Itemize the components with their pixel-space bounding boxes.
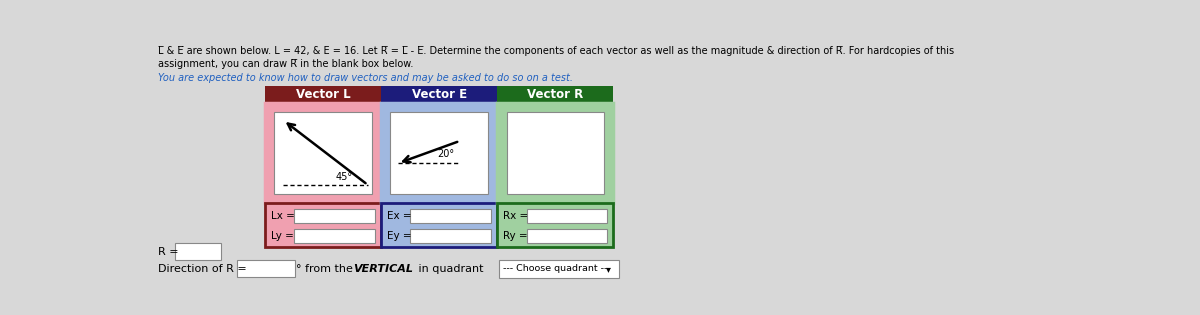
Text: assignment, you can draw R̅ in the blank box below.: assignment, you can draw R̅ in the blank… bbox=[157, 59, 413, 69]
Text: 45°: 45° bbox=[336, 172, 353, 182]
FancyBboxPatch shape bbox=[390, 112, 488, 194]
FancyBboxPatch shape bbox=[380, 86, 497, 103]
Text: Ly =: Ly = bbox=[271, 231, 294, 241]
FancyBboxPatch shape bbox=[497, 203, 613, 247]
Text: Lx =: Lx = bbox=[271, 211, 295, 221]
Text: Vector L: Vector L bbox=[295, 88, 350, 101]
FancyBboxPatch shape bbox=[499, 260, 619, 278]
FancyBboxPatch shape bbox=[497, 103, 613, 203]
FancyBboxPatch shape bbox=[527, 229, 607, 243]
FancyBboxPatch shape bbox=[527, 209, 607, 223]
FancyBboxPatch shape bbox=[265, 203, 380, 247]
Text: VERTICAL: VERTICAL bbox=[353, 264, 413, 274]
Text: Ex =: Ex = bbox=[388, 211, 412, 221]
Text: You are expected to know how to draw vectors and may be asked to do so on a test: You are expected to know how to draw vec… bbox=[157, 73, 572, 83]
Text: Ey =: Ey = bbox=[388, 231, 412, 241]
FancyBboxPatch shape bbox=[294, 209, 374, 223]
FancyBboxPatch shape bbox=[506, 112, 604, 194]
FancyBboxPatch shape bbox=[265, 86, 380, 103]
Text: ° from the: ° from the bbox=[296, 264, 356, 274]
Text: in quadrant: in quadrant bbox=[415, 264, 484, 274]
FancyBboxPatch shape bbox=[410, 229, 491, 243]
FancyBboxPatch shape bbox=[380, 103, 497, 203]
Text: 20°: 20° bbox=[437, 149, 455, 159]
Text: Vector E: Vector E bbox=[412, 88, 467, 101]
Text: Rx =: Rx = bbox=[504, 211, 529, 221]
Text: --- Choose quadrant ---: --- Choose quadrant --- bbox=[503, 264, 611, 273]
Text: Direction of R =: Direction of R = bbox=[157, 264, 246, 274]
FancyBboxPatch shape bbox=[380, 203, 497, 247]
Text: ▾: ▾ bbox=[606, 264, 611, 274]
FancyBboxPatch shape bbox=[294, 229, 374, 243]
Text: L̅ & E̅ are shown below. L = 42, & E = 16. Let R̅ = L̅ - E̅. Determine the compo: L̅ & E̅ are shown below. L = 42, & E = 1… bbox=[157, 45, 954, 55]
FancyBboxPatch shape bbox=[410, 209, 491, 223]
FancyBboxPatch shape bbox=[265, 103, 380, 203]
Text: Vector R: Vector R bbox=[527, 88, 583, 101]
Text: R =: R = bbox=[157, 247, 179, 257]
FancyBboxPatch shape bbox=[236, 260, 295, 277]
FancyBboxPatch shape bbox=[274, 112, 372, 194]
FancyBboxPatch shape bbox=[175, 243, 221, 260]
FancyBboxPatch shape bbox=[497, 86, 613, 103]
Text: Ry =: Ry = bbox=[504, 231, 528, 241]
